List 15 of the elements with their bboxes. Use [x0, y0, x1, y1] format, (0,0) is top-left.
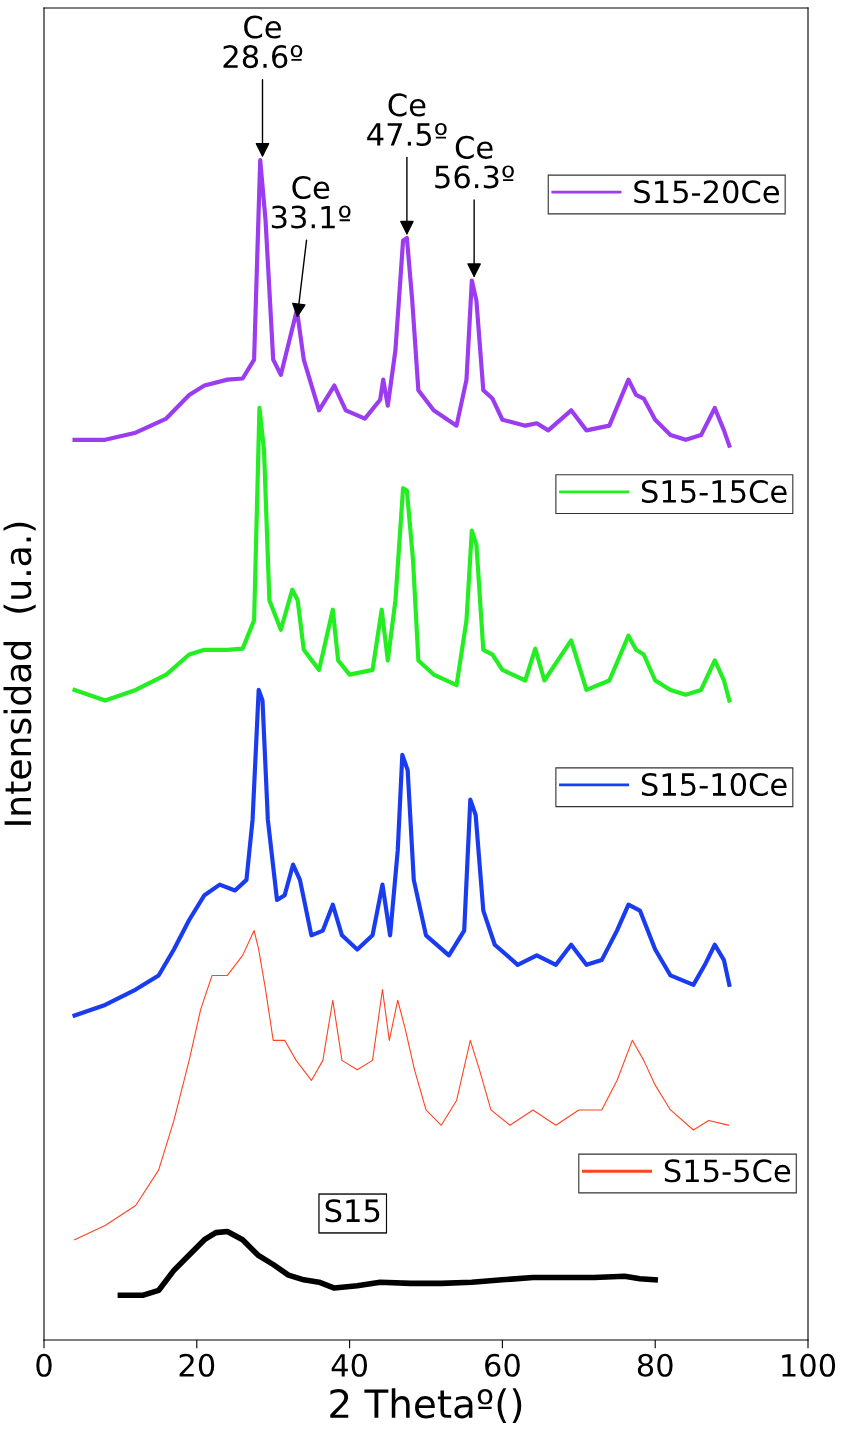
x-tick-label: 40 [331, 1353, 368, 1377]
x-axis-title: 2 Thetaº() [330, 1388, 522, 1423]
legend-label: S15-15Ce [641, 479, 787, 504]
x-tick-label: 100 [782, 1353, 836, 1377]
x-tick-label: 80 [637, 1353, 673, 1377]
x-tick-label: 60 [485, 1353, 520, 1377]
legend-label: S15-20Ce [634, 180, 779, 204]
y-axis-title: Intensidad (u.a.) [3, 522, 36, 825]
annotation: Ce 33.1º [271, 175, 351, 229]
x-tick-label: 20 [179, 1353, 215, 1377]
annotation: Ce 28.6º [223, 15, 303, 69]
legend-label: S15-5Ce [664, 1159, 791, 1183]
legend-label: S15-10Ce [641, 772, 787, 797]
x-tick-label: 0 [36, 1353, 52, 1377]
series-label: S15 [325, 1199, 380, 1223]
